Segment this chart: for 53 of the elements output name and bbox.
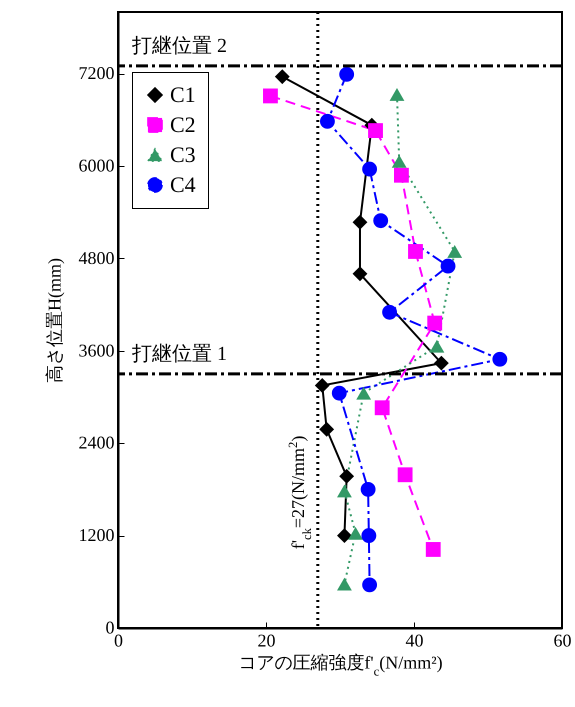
point [368,123,383,138]
x-tick-label: 60 [554,630,572,650]
point [361,528,376,543]
point [362,577,378,592]
point [339,468,354,484]
point [430,340,444,353]
point [339,66,354,82]
point [337,578,352,591]
x-axis-title: コアの圧縮強度f'$_{c}$(N/mm²) [238,652,443,678]
y-tick-label: 1200 [78,525,114,546]
y-tick-label: 3600 [78,340,114,360]
point [373,213,388,228]
point [390,88,404,101]
x-tick-label: 20 [258,630,276,650]
point [408,244,423,259]
point [352,266,368,282]
point [352,214,368,230]
point [440,258,456,274]
point [392,154,407,168]
legend-label: C3 [170,142,196,167]
legend-label: C2 [170,112,196,137]
point [447,245,462,258]
point [434,356,449,371]
y-tick-label: 7200 [78,63,114,84]
point [348,526,363,540]
point [360,482,376,497]
point [398,467,413,482]
point [337,528,352,544]
point [263,88,278,104]
point [374,400,390,416]
legend-label: C4 [170,172,196,197]
point [319,422,334,437]
point [426,542,441,557]
ref-line-label: 打継位置 2 [131,34,227,57]
y-tick-label: 6000 [78,156,114,176]
legend-label: C1 [170,82,196,107]
y-tick-label: 4800 [78,248,114,268]
point [320,114,335,129]
point [332,386,347,401]
y-axis-title: 高さ位置H(mm) [44,258,64,383]
x-tick-label: 40 [406,630,424,650]
point [362,162,378,176]
point [314,378,330,393]
point [382,304,397,320]
point [356,386,372,400]
ref-line-label: 打継位置 1 [131,342,227,365]
y-tick-label: 2400 [78,432,114,453]
point [427,316,442,330]
y-tick-label: 0 [106,618,114,638]
point [274,69,290,84]
point [492,352,508,367]
point [394,168,409,183]
point [337,484,352,498]
